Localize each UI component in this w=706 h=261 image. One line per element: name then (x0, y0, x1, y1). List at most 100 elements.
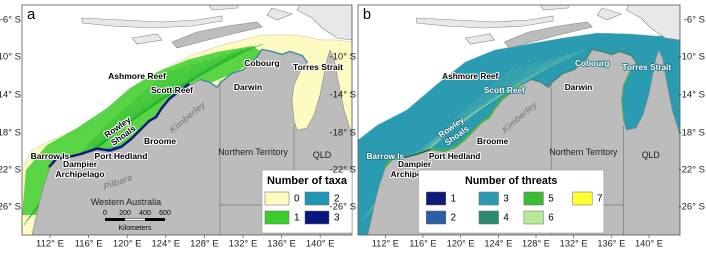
legend-swatch (478, 191, 499, 206)
scale-tick: 400 (139, 210, 151, 217)
place-line: Scott Reef (151, 85, 193, 95)
place-line: Port Hedland (95, 151, 148, 161)
place-line: Barrow Is (31, 151, 70, 161)
lon-label: 128° E (190, 239, 219, 250)
lat-label: -18° S (329, 128, 356, 139)
legend-swatch (426, 210, 447, 225)
track (397, 49, 585, 167)
place-line: Northern Territory (218, 147, 288, 157)
legend-swatch (572, 191, 593, 206)
place-label: Ashmore Reef (442, 71, 498, 81)
place-line: Northern Territory (549, 147, 618, 157)
place-label: QLD (313, 150, 332, 160)
lon-label: 120° E (447, 238, 475, 248)
place-line: Darwin (234, 82, 262, 92)
place-line: Cobourg (244, 58, 279, 68)
legend-label: 6 (548, 213, 554, 224)
legend-label: 0 (294, 194, 300, 205)
legend-title: Number of threats (465, 175, 557, 187)
lat-label: -14° S (329, 90, 356, 101)
place-label: Western Australia (91, 197, 161, 207)
lon-label: 140° E (306, 239, 335, 250)
place-line: Darwin (565, 82, 593, 92)
lon-label: 132° E (560, 238, 588, 248)
scale-tick: 0 (103, 210, 107, 217)
place-label: Scott Reef (484, 85, 525, 95)
legend-label: 2 (334, 194, 340, 205)
map-frame (357, 4, 681, 236)
lat-label: -10° S (678, 52, 705, 63)
legend-title: Number of taxa (267, 175, 348, 187)
place-line: Broome (144, 136, 176, 146)
place-line: Port Hedland (429, 151, 480, 161)
place-label: Cobourg (575, 58, 609, 68)
panel-label: a (27, 6, 36, 23)
legend-swatch (478, 210, 499, 225)
lon-label: 116° E (409, 238, 436, 248)
lat-label: -22° S (678, 165, 705, 176)
legend-label: 3 (503, 194, 509, 205)
place-label: Cobourg (244, 58, 279, 68)
place-label: Darwin (565, 82, 593, 92)
lat-label: -22° S (329, 165, 356, 176)
place-label: Northern Territory (549, 147, 618, 157)
place-label: Barrow Is (366, 151, 404, 161)
lat-label: -6° S (684, 15, 705, 26)
place-label: Darwin (234, 82, 262, 92)
lon-label: 140° E (635, 238, 663, 248)
legend-swatch (426, 191, 447, 206)
lon-label: 124° E (151, 239, 180, 250)
place-label: Port Hedland (429, 151, 480, 161)
place-line: QLD (642, 150, 660, 160)
place-line: Dampier (63, 159, 98, 169)
legend-label: 5 (548, 194, 554, 205)
legend-label: 4 (503, 213, 509, 224)
place-label: Torres Strait (293, 62, 343, 72)
map-frame (21, 4, 353, 236)
place-label: Broome (477, 136, 509, 146)
place-line: Cobourg (575, 58, 609, 68)
lat-label: -26° S (0, 202, 21, 213)
lon-label: 136° E (597, 238, 625, 248)
place-line: Dampier (398, 159, 432, 169)
legend-swatch (264, 191, 290, 206)
legend-swatch (264, 210, 290, 225)
legend-swatch (523, 191, 544, 206)
map-panel: Ashmore Reef Cobourg Torres Strait Scott Re… (21, 4, 353, 250)
lat-label: -18° S (0, 128, 21, 139)
legend-label: 2 (451, 213, 456, 224)
lat-label: -14° S (678, 90, 705, 101)
place-label: Northern Territory (218, 147, 288, 157)
lat-label: -18° S (678, 128, 705, 139)
place-label: QLD (642, 150, 660, 160)
place-line: Scott Reef (484, 85, 525, 95)
place-label: Scott Reef (151, 85, 193, 95)
place-line: Barrow Is (366, 151, 404, 161)
place-line: QLD (313, 150, 332, 160)
legend-label: 3 (334, 213, 340, 224)
panel-label: b (363, 7, 371, 23)
lon-label: 128° E (522, 238, 550, 248)
scale-bar-half (125, 218, 145, 221)
place-line: Western Australia (91, 197, 161, 207)
lon-label: 116° E (75, 239, 103, 250)
place-label: Dampier Archipelago (55, 159, 104, 179)
lat-label: -6° S (0, 15, 21, 26)
place-line: Torres Strait (293, 62, 343, 72)
lon-label: 124° E (484, 238, 512, 248)
legend-swatch (304, 191, 330, 206)
legend-label: 1 (451, 194, 456, 205)
legend-label: 7 (597, 194, 602, 205)
lon-label: 112° E (372, 238, 399, 248)
place-line: Torres Strait (623, 62, 672, 72)
place-label: Ashmore Reef (108, 71, 166, 81)
lon-label: 112° E (36, 239, 64, 250)
lat-label: -10° S (329, 52, 356, 63)
map-panel: Ashmore Reef Cobourg Torres Strait Scott Re… (357, 4, 681, 249)
lat-label: -10° S (0, 52, 21, 63)
scale-unit: Kilometers (118, 225, 152, 232)
place-label: Port Hedland (95, 151, 148, 161)
lon-label: 120° E (113, 239, 142, 250)
place-line: Ashmore Reef (108, 71, 166, 81)
